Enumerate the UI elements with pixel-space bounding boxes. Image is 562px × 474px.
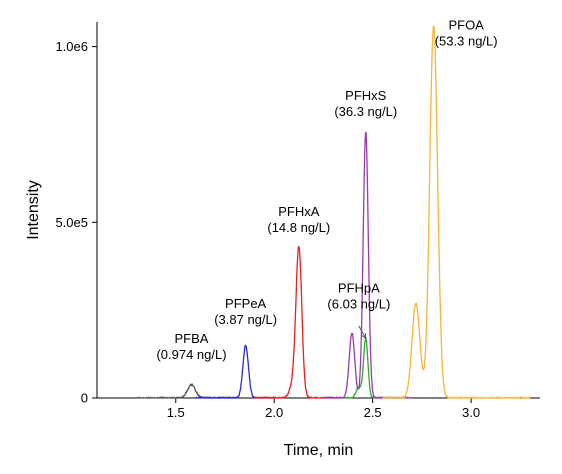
y-tick-label: 5.0e5: [55, 215, 88, 230]
y-tick-label: 0: [81, 391, 88, 406]
peak-label-amount: (53.3 ng/L): [435, 34, 498, 49]
series-line-pfoa: [382, 25, 531, 399]
series-line-pfhxa: [254, 245, 334, 399]
x-tick-label: 3.0: [462, 405, 480, 420]
x-tick-label: 2.0: [265, 405, 283, 420]
x-tick-label: 2.5: [364, 405, 382, 420]
peak-label-amount: (14.8 ng/L): [267, 220, 330, 235]
peak-label-name: PFHxS: [345, 88, 387, 103]
peak-label-amount: (36.3 ng/L): [334, 104, 397, 119]
x-tick-label: 1.5: [167, 405, 185, 420]
x-axis-title: Time, min: [284, 442, 354, 459]
traces: [135, 25, 531, 399]
peak-label-amount: (0.974 ng/L): [156, 347, 226, 362]
series-line-pfhpa: [323, 336, 403, 399]
peak-label-amount: (6.03 ng/L): [327, 296, 390, 311]
peak-labels: PFBA(0.974 ng/L) PFPeA(3.87 ng/L) PFHxA(14…: [156, 18, 497, 362]
annotation-arrow: [358, 325, 367, 339]
x-ticks: 1.5 2.0 2.5 3.0: [167, 398, 480, 420]
y-ticks: 0 5.0e5 1.0e6: [55, 39, 97, 406]
annotation-arrowhead: [361, 333, 367, 340]
peak-label-name: PFPeA: [225, 296, 267, 311]
peak-label-name: PFHxA: [278, 204, 320, 219]
peak-label-amount: (3.87 ng/L): [214, 312, 277, 327]
peak-label-name: PFOA: [448, 18, 484, 33]
peak-label-name: PFHpA: [338, 280, 380, 295]
peak-label-name: PFBA: [175, 331, 209, 346]
y-axis-title: Intensity: [25, 180, 42, 240]
series-line-pfba: [135, 383, 236, 399]
y-tick-label: 1.0e6: [55, 39, 88, 54]
